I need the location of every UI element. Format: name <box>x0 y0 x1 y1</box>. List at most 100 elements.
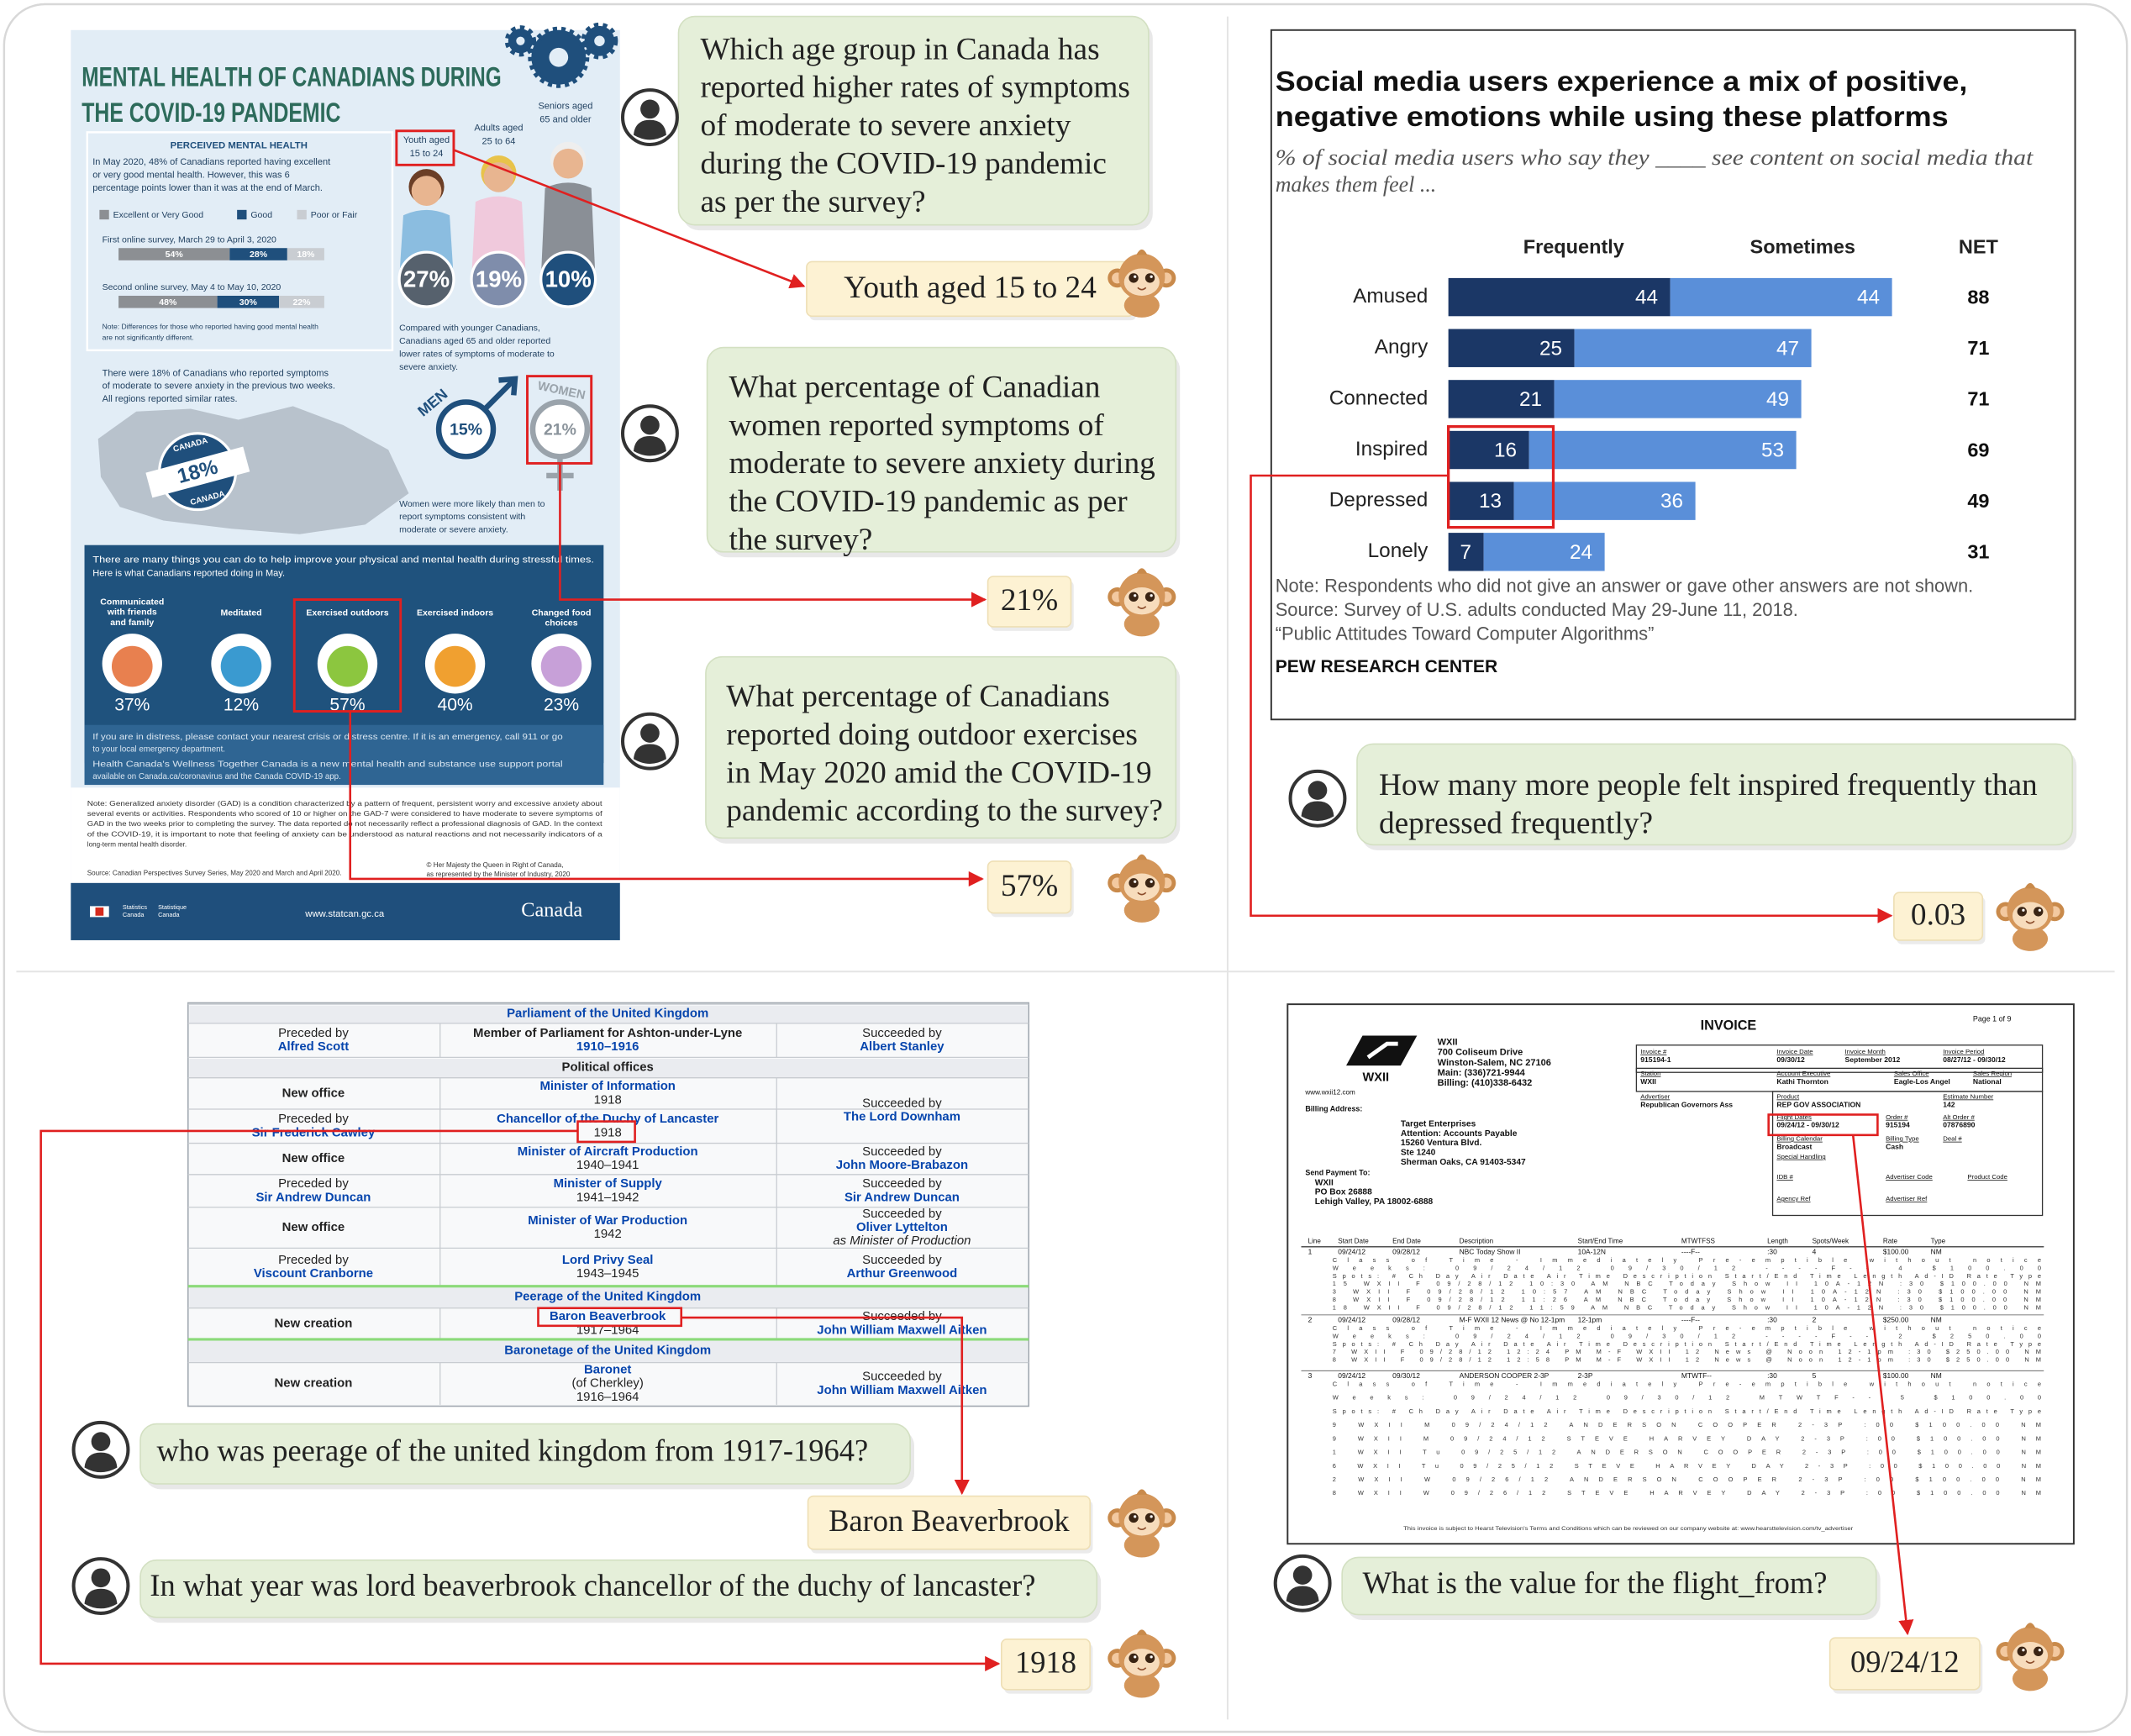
invoice-footer: This invoice is subject to Hearst Televi… <box>1403 1526 1854 1532</box>
info-intro: In May 2020, 48% of Canadians reported h… <box>92 157 330 167</box>
table-section <box>189 1059 1028 1078</box>
user-head <box>91 1432 111 1451</box>
field-value: 09/30/12 <box>1776 1055 1805 1064</box>
line-detail: Class of Time - Immediately Pre-emptible… <box>1333 1381 2041 1388</box>
line-detail: 8 WXII F 09/28/12 12:58 PM M-F WXII 12 N… <box>1333 1356 2041 1364</box>
monkey-eye <box>2034 907 2044 917</box>
monkey-eye <box>2034 1646 2044 1657</box>
help-text: to your local emergency department. <box>92 744 225 754</box>
user-head <box>640 415 660 435</box>
category-label: Angry <box>1375 336 1429 359</box>
answer-bubble <box>1000 1638 1091 1691</box>
billing-address: 15260 Ventura Blvd. <box>1401 1139 1482 1148</box>
monkey-face <box>2012 902 2049 929</box>
question-text: the COVID-19 pandemic as per <box>729 485 1128 519</box>
category-label: Inspired <box>1355 438 1429 460</box>
help-text: available on Canada.ca/coronavirus and t… <box>92 772 341 781</box>
field-box <box>1635 1044 2044 1073</box>
chart-subtitle: % of social media users who say they ___… <box>1276 145 2034 170</box>
user-body <box>633 119 666 140</box>
line-cell: 10A-12N <box>1578 1247 1606 1255</box>
question-text: How many more people felt inspired frequ… <box>1379 768 2038 802</box>
user-head <box>640 723 660 743</box>
answer-text: 21% <box>1001 583 1058 618</box>
field-value: 915194-1 <box>1640 1055 1671 1064</box>
field-label: Invoice Month <box>1844 1048 1885 1055</box>
table-cell: Succeeded by <box>862 1177 942 1191</box>
line-detail: 9 WXII M 09/24/12 ANDERSON COOPER 2-3P :… <box>1333 1421 2041 1428</box>
field-label: IDB # <box>1776 1173 1793 1181</box>
line-detail: 2 WXII W 09/26/12 ANDERSON COOPER 2-3P :… <box>1333 1476 2041 1483</box>
question-text: What is the value for the flight_from? <box>1362 1565 1827 1600</box>
activity-label: choices <box>545 618 577 629</box>
activity-value: 37% <box>114 696 150 715</box>
column-header: Rate <box>1883 1237 1898 1244</box>
line-detail: 8 WXII F 09/28/12 11:26 AM NBC Today Sho… <box>1333 1296 2041 1303</box>
field-label: Billing Type <box>1886 1135 1919 1143</box>
connector <box>39 1129 1001 1672</box>
line-cell: 09/30/12 <box>1392 1371 1420 1380</box>
monkey-mouth <box>1137 1527 1147 1531</box>
table-cell: Sir Andrew Duncan <box>255 1191 371 1204</box>
monkey-body <box>1123 1673 1160 1698</box>
monkey-body <box>1123 612 1160 637</box>
activities-intro: Here is what Canadians reported doing in… <box>92 569 285 579</box>
activity-label: Changed food <box>532 608 592 618</box>
table-cell: Alfred Scott <box>278 1040 350 1054</box>
fineprint-bg <box>71 787 620 883</box>
legend-swatch <box>237 209 247 220</box>
field-value: September 2012 <box>1844 1055 1900 1064</box>
monkey-eye <box>1129 592 1139 602</box>
line-cell: 1 <box>1308 1247 1313 1255</box>
bar <box>1554 380 1802 418</box>
invoice-frame <box>1286 1003 2075 1545</box>
table-cell: 1943–1945 <box>576 1267 639 1281</box>
legend-swatch <box>99 209 109 220</box>
question-text: pandemic according to the survey? <box>726 794 1163 829</box>
category-label: Lonely <box>1368 539 1429 562</box>
monkey-eye <box>1129 1653 1139 1664</box>
table-section-title: Peerage of the United Kingdom <box>514 1291 701 1304</box>
survey-value: 30% <box>239 297 258 308</box>
info-title: MENTAL HEALTH OF CANADIANS DURING <box>82 62 501 92</box>
age-label: Adults aged <box>474 123 523 133</box>
answer-text: Youth aged 15 to 24 <box>844 271 1097 305</box>
billing-address: Attention: Accounts Payable <box>1401 1129 1518 1139</box>
monkey-eye-shine <box>1150 1655 1153 1659</box>
bar <box>1529 430 1797 470</box>
monkey-eye <box>2017 1646 2027 1657</box>
field-label: Advertiser Ref <box>1886 1195 1928 1202</box>
question-text: depressed frequently? <box>1379 806 1653 840</box>
overall-note: All regions reported similar rates. <box>103 394 238 404</box>
footnote: several events or activities. Respondent… <box>87 810 603 818</box>
activity-icon-inner <box>540 645 582 687</box>
help-bg <box>84 724 604 786</box>
billing-address: Sherman Oaks, CA 91403-5347 <box>1401 1158 1526 1167</box>
table-cell: 1910–1916 <box>576 1040 639 1054</box>
survey-value: 54% <box>166 250 184 260</box>
table-cell: Succeeded by <box>862 1207 942 1221</box>
survey-segment <box>287 248 324 260</box>
question-text: the survey? <box>729 523 872 557</box>
age-label: 25 to 64 <box>482 137 516 147</box>
answer-text: 09/24/12 <box>1850 1644 1960 1679</box>
line-cell: 3 <box>1308 1371 1313 1380</box>
bar-value: 44 <box>1635 287 1658 309</box>
field-label: Estimate Number <box>1943 1092 1993 1100</box>
activity-icon-inner <box>434 645 476 687</box>
chart-credit: PEW RESEARCH CENTER <box>1276 657 1497 676</box>
monkey-eye-shine <box>1134 594 1137 597</box>
table-cell: Succeeded by <box>862 1097 942 1110</box>
invoice-title: INVOICE <box>1701 1018 1757 1033</box>
table-cell: Sir Frederick Cawley <box>252 1126 376 1139</box>
bar-value: 44 <box>1857 287 1880 309</box>
station-address: Main: (336)721-9944 <box>1438 1068 1526 1078</box>
monkey-face <box>1123 268 1160 296</box>
field-box <box>1771 1091 2044 1217</box>
age-value: 10% <box>545 266 592 292</box>
monkey-tuft <box>1136 1489 1148 1495</box>
table-cell: 1917–1964 <box>576 1323 639 1337</box>
line-cell: 12-1pm <box>1578 1316 1602 1324</box>
question-bubble <box>1341 1556 1877 1616</box>
survey-value: 18% <box>297 250 315 260</box>
